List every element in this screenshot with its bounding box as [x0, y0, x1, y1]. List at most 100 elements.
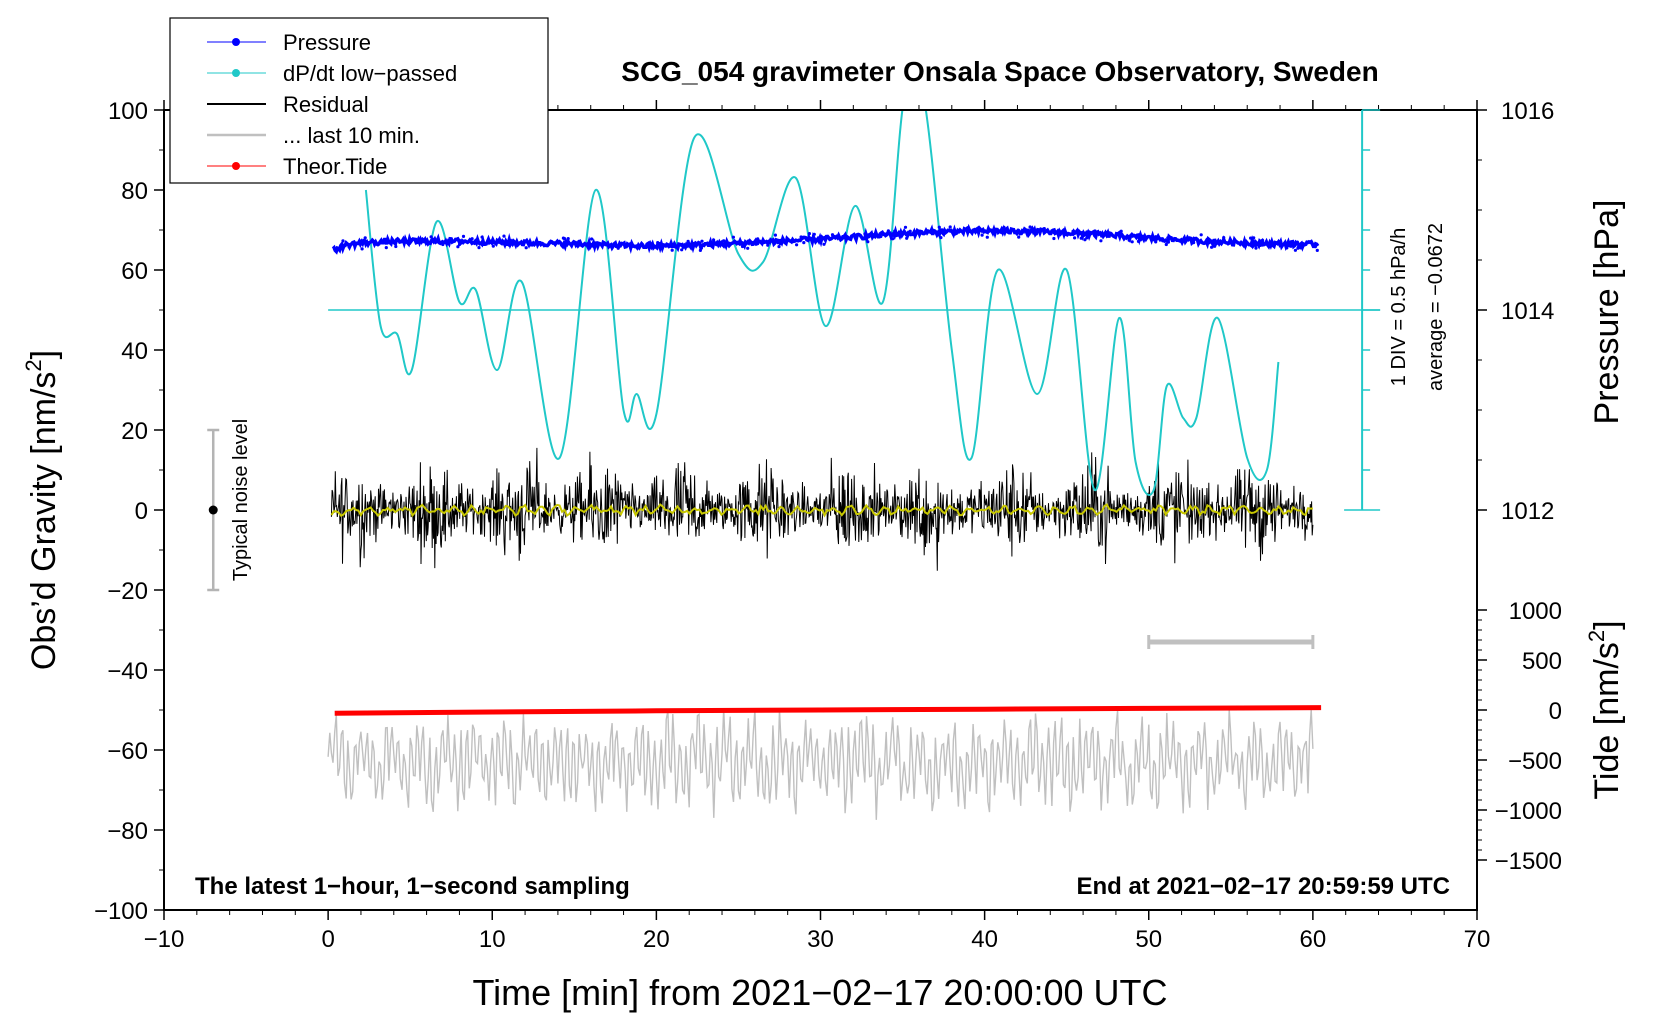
pressure-point [1093, 229, 1097, 233]
pressure-point [1079, 236, 1083, 240]
pressure-point [1143, 237, 1147, 241]
pressure-point [511, 242, 515, 246]
pressure-point [1127, 238, 1131, 242]
pressure-point [1258, 243, 1262, 247]
pressure-point [360, 247, 364, 251]
pressure-tick-label: 1016 [1501, 98, 1554, 125]
pressure-point [1042, 227, 1046, 231]
pressure-point [1154, 240, 1158, 244]
pressure-point [985, 235, 989, 239]
pressure-point [470, 237, 474, 241]
tide-tick-label: 0 [1549, 698, 1562, 725]
pressure-point [1052, 236, 1056, 241]
legend-label: Theor.Tide [283, 154, 387, 179]
pressure-point [879, 234, 883, 239]
pressure-point [777, 245, 781, 249]
pressure-point [1252, 236, 1256, 240]
pressure-point [1083, 238, 1087, 242]
legend: Pressure dP/dt low−passed Residual ... last… [169, 17, 549, 184]
pressure-point [441, 242, 445, 247]
legend-entry: Residual [207, 92, 369, 117]
pressure-point [852, 233, 856, 237]
pressure-point [1119, 229, 1123, 233]
pressure-point [822, 242, 826, 246]
pressure-point [937, 225, 941, 229]
pressure-point [675, 244, 679, 248]
pressure-point [698, 248, 703, 252]
y-tick-label: −80 [107, 818, 148, 845]
tide-tick-label: −1000 [1495, 798, 1562, 825]
y-tick-label: −20 [107, 578, 148, 605]
y-tick-label: −40 [107, 658, 148, 685]
pressure-point [1164, 242, 1168, 247]
pressure-point [1207, 241, 1211, 245]
pressure-point [651, 246, 655, 250]
pressure-point [1139, 236, 1143, 240]
pressure-point [802, 241, 806, 245]
series-theor-tide [334, 705, 1322, 716]
pressure-point [1034, 232, 1038, 236]
tide-tick-label: 1000 [1509, 598, 1562, 625]
pressure-point [1285, 246, 1289, 250]
chart-title: SCG_054 gravimeter Onsala Space Observat… [621, 56, 1378, 87]
pressure-point [1254, 243, 1258, 247]
pressure-point [502, 234, 506, 238]
pressure-point [680, 248, 684, 252]
legend-entry: ... last 10 min. [207, 123, 420, 148]
pressure-point [867, 233, 871, 237]
y-tick-label: −60 [107, 738, 148, 765]
pressure-point [751, 241, 755, 245]
series-pressure [331, 223, 1320, 255]
pressure-point [908, 229, 912, 233]
pressure-point [457, 242, 462, 247]
legend-marker [232, 69, 240, 77]
pressure-point [510, 239, 514, 243]
noise-label: Typical noise level [230, 419, 252, 581]
pressure-point [473, 241, 477, 245]
pressure-point [1073, 236, 1077, 240]
tide-tick-label: −500 [1508, 748, 1562, 775]
pressure-point [1315, 248, 1319, 252]
legend-marker [232, 38, 240, 46]
legend-label: ... last 10 min. [283, 123, 420, 148]
noise-level-bar [207, 428, 220, 592]
tide-tick-label: 500 [1522, 648, 1562, 675]
pressure-point [1183, 237, 1187, 241]
pressure-axis: 1012 1014 1016 [1477, 98, 1554, 525]
y-axis: −100 −80 −60 −40 −20 0 20 40 60 80 100 [94, 98, 164, 925]
x-tick-label: 30 [807, 926, 834, 953]
annotation-sampling: The latest 1−hour, 1−second sampling [195, 873, 630, 900]
pressure-point [670, 248, 674, 252]
pressure-point [893, 229, 897, 233]
pressure-point [773, 233, 778, 237]
pressure-point [795, 243, 799, 247]
pressure-point [1017, 235, 1021, 239]
x-tick-label: 40 [971, 926, 998, 953]
pressure-point [886, 231, 890, 235]
x-tick-label: 60 [1300, 926, 1327, 953]
pressure-point [842, 236, 846, 240]
pressure-point [748, 240, 752, 245]
pressure-point [1199, 233, 1203, 237]
pressure-point [686, 239, 690, 243]
dpdt-scale [1344, 109, 1381, 511]
noise-bar-dot [208, 505, 218, 515]
pressure-point [1071, 229, 1075, 233]
series-layer [327, 110, 1381, 820]
pressure-point [1313, 245, 1317, 249]
pressure-point [1161, 239, 1165, 243]
pressure-point [414, 237, 418, 241]
pressure-point [740, 244, 745, 249]
pressure-tick-label: 1012 [1501, 498, 1554, 525]
pressure-point [756, 237, 760, 241]
pressure-point [830, 233, 835, 237]
pressure-point [477, 246, 481, 250]
div-label: 1 DIV = 0.5 hPa/h [1388, 228, 1410, 386]
pressure-point [1213, 244, 1217, 248]
legend-box [169, 17, 549, 184]
pressure-point [712, 238, 716, 242]
pressure-point [341, 239, 345, 243]
y-tick-label: 20 [121, 418, 148, 445]
pressure-point [812, 232, 816, 236]
